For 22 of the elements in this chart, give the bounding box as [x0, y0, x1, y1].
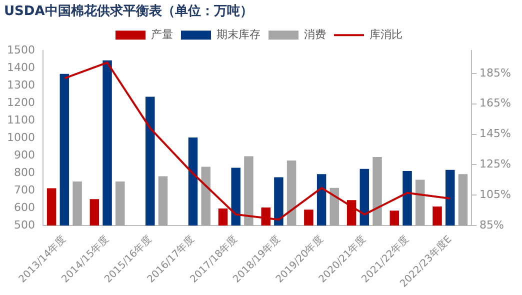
y-tick-label: 1100 [6, 113, 35, 126]
legend-label: 期末库存 [216, 28, 260, 41]
y2-tick-label: 105% [480, 188, 512, 201]
y2-tick-label: 185% [480, 66, 512, 80]
y-tick-label: 600 [14, 200, 35, 214]
chart-title: USDA中国棉花供求平衡表（单位：万吨） [4, 3, 253, 20]
y2-tick-label: 165% [480, 96, 512, 110]
y2-tick-label: 145% [480, 127, 512, 140]
y2-tick-label: 85% [480, 218, 504, 232]
y-tick-label: 800 [14, 166, 35, 179]
y-tick-label: 700 [14, 183, 35, 196]
y-tick-label: 1500 [6, 43, 35, 56]
y-tick-label: 900 [14, 148, 35, 162]
y-tick-label: 1000 [6, 130, 35, 144]
y-tick-label: 1200 [6, 96, 35, 109]
y2-tick-label: 125% [480, 158, 512, 171]
legend-label: 产量 [151, 28, 173, 41]
legend-label: 消费 [304, 28, 326, 41]
y-tick-label: 1300 [6, 78, 35, 92]
legend-label: 库消比 [370, 28, 402, 41]
y-tick-label: 1400 [6, 60, 35, 74]
y-tick-label: 500 [14, 218, 35, 232]
